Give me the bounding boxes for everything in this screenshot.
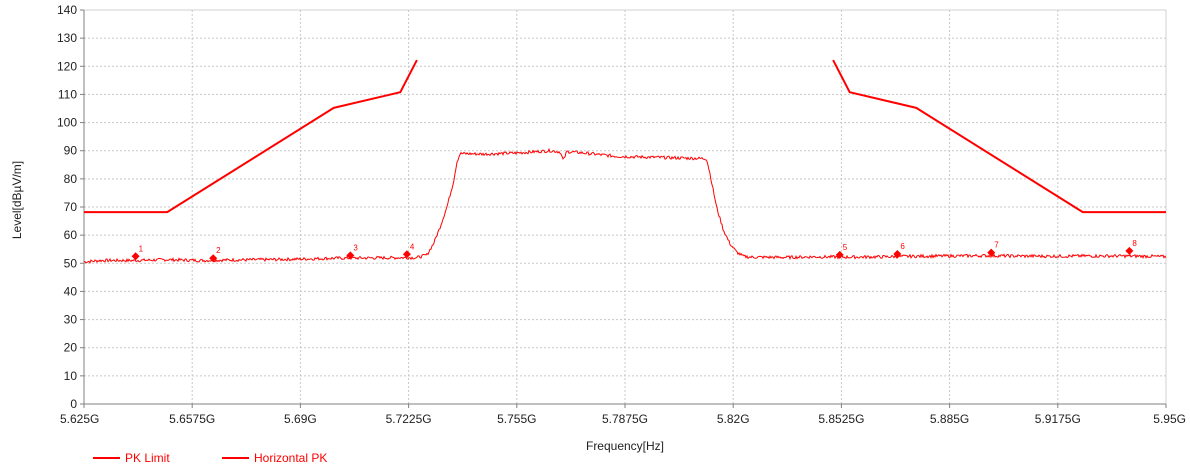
series-layer — [83, 59, 1167, 264]
marker-label-3: 3 — [353, 243, 358, 252]
series-pk-limit-line — [84, 59, 418, 214]
marker-label-7: 7 — [994, 241, 999, 250]
legend-label-horizontal-pk: Horizontal PK — [254, 451, 327, 465]
marker-label-2: 2 — [216, 246, 221, 255]
legend-item-horizontal-pk[interactable]: Horizontal PK — [222, 451, 327, 465]
y-tick-label: 30 — [64, 313, 78, 327]
grid-lines — [84, 9, 1167, 404]
y-tick-label: 90 — [64, 144, 78, 158]
legend: PK Limit Horizontal PK — [93, 451, 327, 465]
x-tick-label: 5.69G — [284, 412, 317, 426]
marker-point-5[interactable] — [835, 250, 844, 259]
marker-label-4: 4 — [410, 242, 415, 251]
x-tick-label: 5.7875G — [602, 412, 648, 426]
marker-point-4[interactable] — [402, 250, 411, 259]
series-horizontal-pk-line — [83, 147, 1167, 264]
y-tick-label: 120 — [57, 59, 77, 73]
y-tick-label: 80 — [64, 172, 78, 186]
y-tick-label: 70 — [64, 200, 78, 214]
x-tick-label: 5.7225G — [386, 412, 432, 426]
y-tick-label: 100 — [57, 116, 77, 130]
marker-point-6[interactable] — [893, 249, 902, 258]
marker-point-2[interactable] — [209, 254, 218, 263]
y-tick-label: 10 — [64, 369, 78, 383]
marker-point-7[interactable] — [987, 248, 996, 257]
x-tick-label: 5.6575G — [169, 412, 215, 426]
y-axis-title: Level[dBµV/m] — [10, 161, 24, 239]
x-tick-label: 5.95G — [1153, 412, 1186, 426]
marker-label-8: 8 — [1132, 239, 1137, 248]
x-axis-title: Frequency[Hz] — [586, 439, 664, 453]
marker-point-8[interactable] — [1125, 246, 1134, 255]
legend-label-pk-limit: PK Limit — [125, 451, 170, 465]
y-tick-label: 40 — [64, 284, 78, 298]
marker-point-3[interactable] — [346, 251, 355, 260]
y-tick-label: 140 — [57, 3, 77, 17]
marker-label-5: 5 — [843, 243, 848, 252]
y-tick-label: 50 — [64, 256, 78, 270]
x-tick-labels: 5.625G 5.6575G 5.69G 5.7225G 5.755G 5.7875G 5.… — [60, 404, 1186, 426]
y-tick-label: 0 — [70, 397, 77, 411]
marker-label-1: 1 — [139, 244, 144, 253]
legend-item-pk-limit[interactable]: PK Limit — [93, 451, 170, 465]
markers-layer: 1 2 3 4 5 6 7 8 — [131, 239, 1137, 263]
x-tick-label: 5.82G — [717, 412, 750, 426]
x-tick-label: 5.755G — [497, 412, 536, 426]
y-tick-label: 20 — [64, 341, 78, 355]
x-tick-label: 5.625G — [60, 412, 99, 426]
x-tick-label: 5.8525G — [818, 412, 864, 426]
y-tick-label: 110 — [58, 87, 77, 101]
series-pk-limit-line — [832, 59, 1166, 214]
x-tick-label: 5.885G — [930, 412, 969, 426]
y-tick-label: 60 — [64, 228, 78, 242]
marker-point-1[interactable] — [131, 252, 140, 261]
y-tick-label: 130 — [57, 31, 77, 45]
marker-label-6: 6 — [900, 242, 905, 251]
x-tick-label: 5.9175G — [1035, 412, 1081, 426]
y-tick-labels: 0 10 20 30 40 50 60 70 80 90 100 110 120 130 140 — [57, 3, 84, 411]
